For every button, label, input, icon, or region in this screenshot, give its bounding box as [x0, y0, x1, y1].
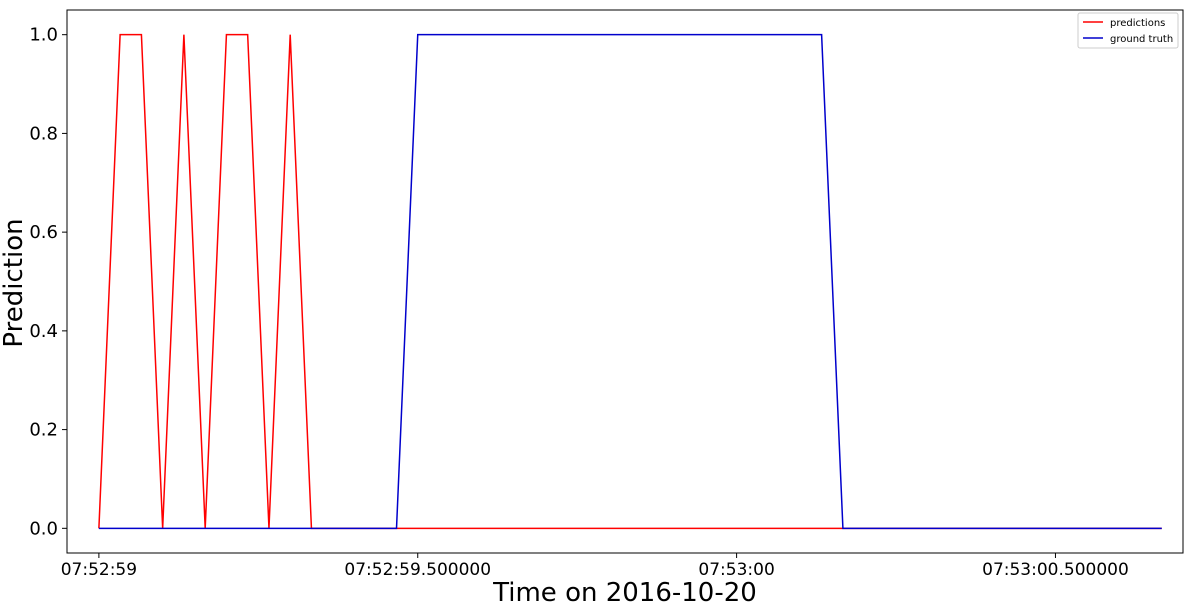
y-axis-title: Prediction	[0, 218, 29, 347]
y-tick-label-0-4: 0.4	[29, 321, 58, 342]
y-tick-label-0-2: 0.2	[29, 420, 58, 441]
y-tick-label-1-0: 1.0	[29, 25, 58, 46]
y-tick-label-0-0: 0.0	[29, 518, 58, 539]
y-tick-label-0-6: 0.6	[29, 222, 58, 243]
legend-label-ground-truth: ground truth	[1110, 34, 1173, 45]
x-tick-label-07-52-59-500000: 07:52:59.500000	[344, 560, 491, 580]
x-tick-label-07-53-00: 07:53:00	[698, 560, 774, 580]
series-layer	[98, 33, 1162, 530]
series-line-ground-truth	[98, 33, 1162, 530]
y-tick-label-0-8: 0.8	[29, 123, 58, 144]
legend-label-predictions: predictions	[1110, 18, 1165, 29]
x-tick-label-07-53-00-500000: 07:53:00.500000	[982, 560, 1129, 580]
x-tick-label-07-52-59: 07:52:59	[61, 560, 137, 580]
plot-frame	[66, 9, 1184, 554]
legend: predictions ground truth	[1077, 12, 1179, 49]
plot-area	[66, 9, 1184, 554]
x-axis: 07:52:59 07:52:59.500000 07:53:00 07:53:00.…	[61, 553, 1129, 580]
x-axis-title: Time on 2016-10-20	[492, 578, 757, 608]
y-axis: 0.0 0.2 0.4 0.6 0.8 1.0	[29, 25, 67, 539]
